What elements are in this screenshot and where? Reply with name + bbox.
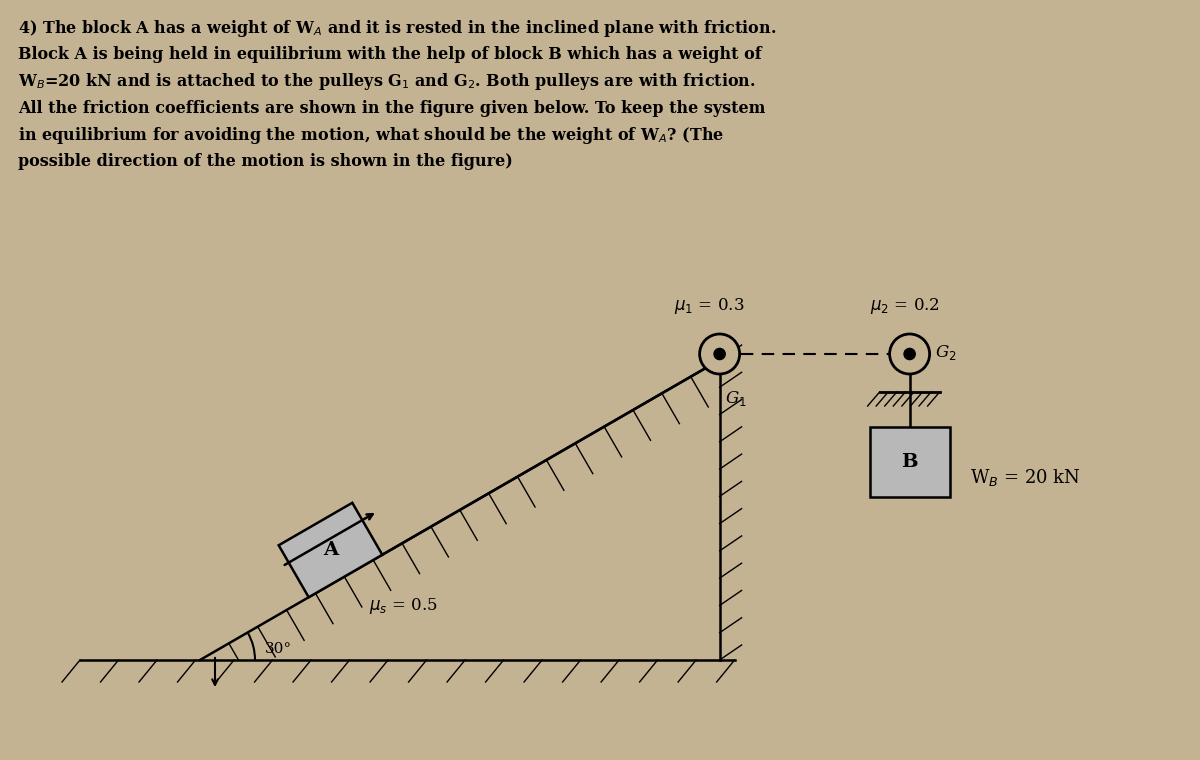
Circle shape xyxy=(714,348,725,359)
Text: 30°: 30° xyxy=(265,642,292,656)
Polygon shape xyxy=(278,503,383,597)
Circle shape xyxy=(700,334,739,374)
Text: $\mu_1$ = 0.3: $\mu_1$ = 0.3 xyxy=(674,296,745,316)
Text: 4) The block A has a weight of W$_A$ and it is rested in the inclined plane with: 4) The block A has a weight of W$_A$ and… xyxy=(18,18,776,170)
Bar xyxy=(870,427,949,497)
Text: B: B xyxy=(901,453,918,471)
Circle shape xyxy=(889,334,930,374)
Text: $\mu_s$ = 0.5: $\mu_s$ = 0.5 xyxy=(370,596,438,616)
Text: G$_1$: G$_1$ xyxy=(725,389,746,408)
Text: G$_2$: G$_2$ xyxy=(935,343,956,362)
Circle shape xyxy=(904,348,916,359)
Text: $\mu_2$ = 0.2: $\mu_2$ = 0.2 xyxy=(870,296,940,316)
Text: A: A xyxy=(323,541,338,559)
Text: W$_B$ = 20 kN: W$_B$ = 20 kN xyxy=(970,467,1080,487)
